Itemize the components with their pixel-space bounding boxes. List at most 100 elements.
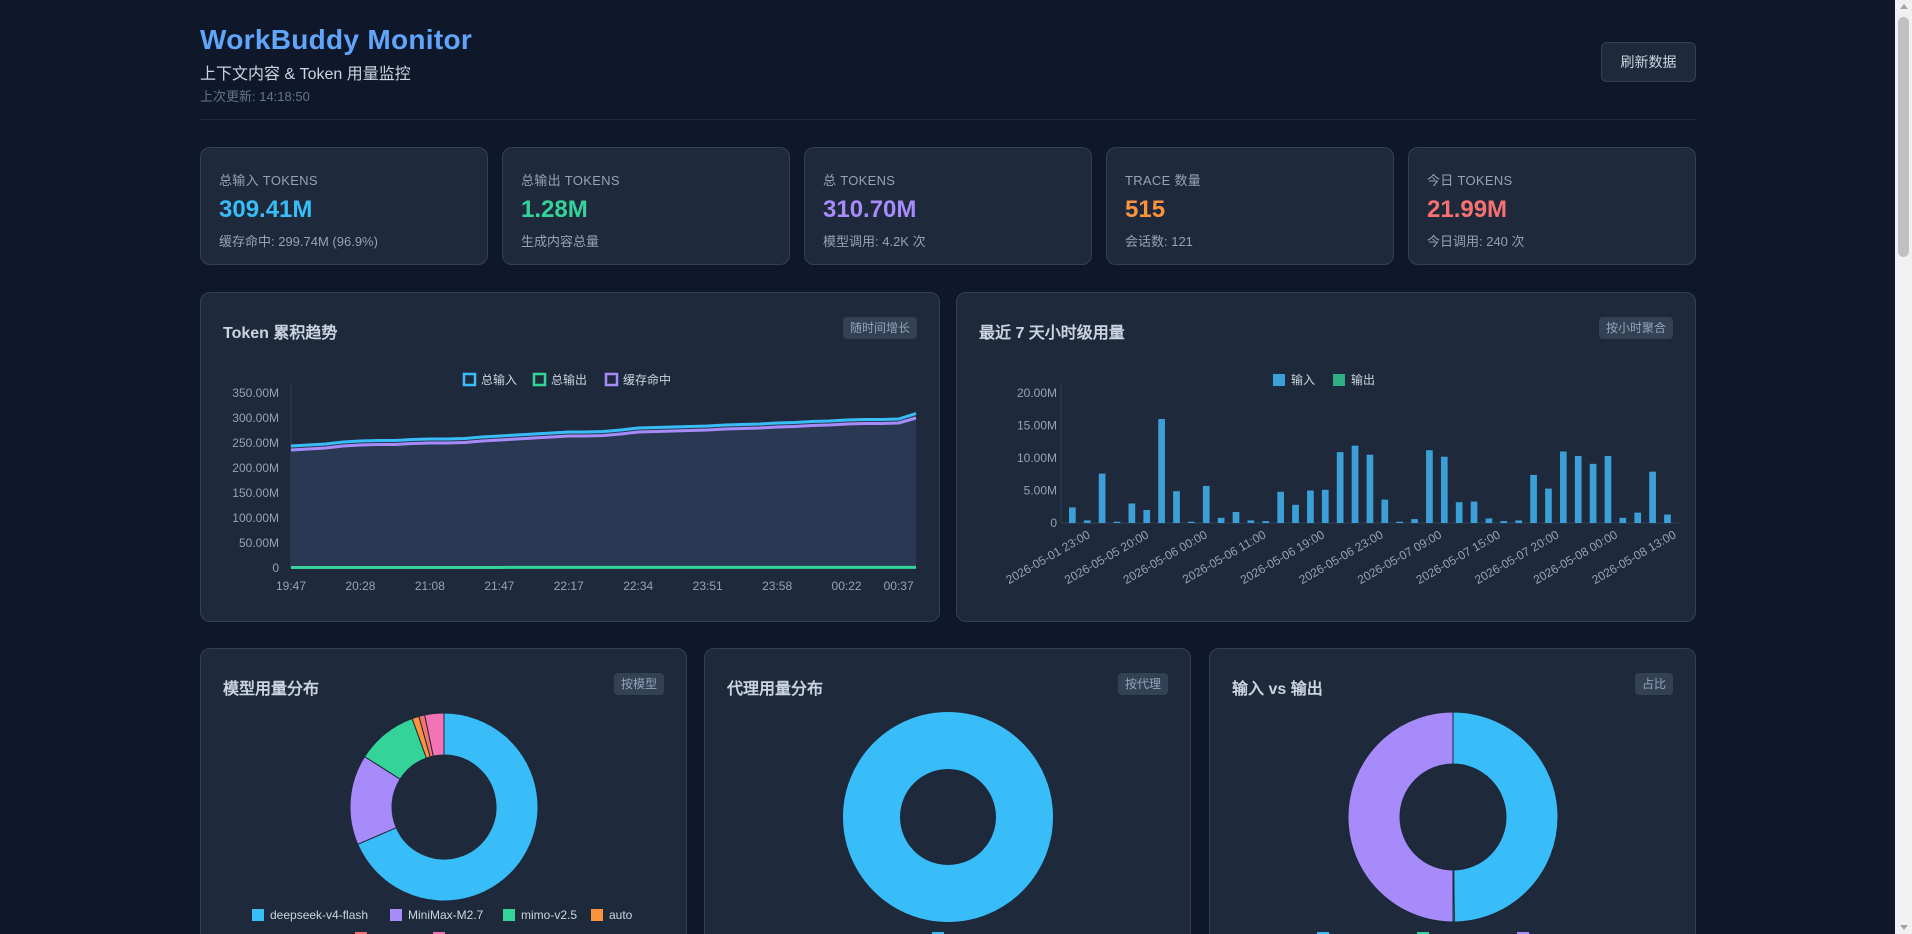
- input-output-chart: [1317, 711, 1559, 934]
- bar-input: [1321, 489, 1329, 523]
- legend-swatch: [591, 909, 603, 921]
- scroll-up-arrow-icon[interactable]: [1900, 4, 1908, 9]
- card-label: TRACE 数量: [1125, 173, 1202, 188]
- legend-label: 总输出: [551, 372, 587, 387]
- bar-input: [1366, 454, 1374, 523]
- x-tick-label: 21:08: [415, 579, 445, 593]
- x-tick-label: 22:34: [623, 579, 653, 593]
- x-tick-label: 21:47: [484, 579, 514, 593]
- stat-cards: 总输入 TOKENS 309.41M 缓存命中: 299.74M (96.9%)…: [200, 147, 1696, 265]
- hourly-usage-panel: 最近 7 天小时级用量 按小时聚合 输入 输出 20.00M 15.00M 10.00M…: [956, 292, 1696, 622]
- bar-input: [1664, 514, 1671, 523]
- page-scrollbar[interactable]: [1895, 0, 1912, 934]
- bar-input: [1530, 474, 1537, 523]
- x-tick-label: 00:22: [832, 579, 862, 593]
- y-tick-label: 300.00M: [232, 411, 279, 425]
- model-usage-chart: deepseek-v4-flash MiniMax-M2.7 mimo-v2.5 au…: [252, 712, 633, 934]
- bar-input: [1411, 519, 1418, 523]
- bar-input: [1559, 451, 1567, 523]
- card-value: 310.70M: [823, 196, 917, 223]
- legend-label: 输入: [1291, 372, 1315, 387]
- agent-usage-chart: [843, 712, 1053, 934]
- y-tick-label: 200.00M: [232, 461, 279, 475]
- bar-input: [1440, 456, 1448, 523]
- legend-swatch: [604, 372, 619, 387]
- stat-card-total-output: 总输出 TOKENS 1.28M 生成内容总量: [502, 147, 790, 265]
- stat-card-total-tokens: 总 TOKENS 310.70M 模型调用: 4.2K 次: [804, 147, 1092, 265]
- card-value: 1.28M: [521, 196, 588, 223]
- agent-usage-panel: 代理用量分布 按代理: [704, 648, 1191, 934]
- y-tick-label: 250.00M: [232, 436, 279, 450]
- series-line-cache: [290, 416, 917, 452]
- panel-tag: 随时间增长: [842, 317, 917, 339]
- donut-slice: [357, 712, 539, 902]
- y-tick-label: 0: [272, 561, 279, 575]
- stat-card-trace-count: TRACE 数量 515 会话数: 121: [1106, 147, 1394, 265]
- stat-card-total-input: 总输入 TOKENS 309.41M 缓存命中: 299.74M (96.9%): [200, 147, 488, 265]
- x-tick-label: 23:51: [693, 579, 723, 593]
- donut-slice: [1452, 711, 1559, 923]
- dashboard-page: WorkBuddy Monitor 上下文内容 & Token 用量监控 上次更…: [200, 0, 1696, 934]
- bar-input: [1232, 511, 1240, 523]
- donut-slice: [1347, 711, 1454, 923]
- panel-title: 最近 7 天小时级用量: [979, 325, 1125, 342]
- x-tick-label: 19:47: [276, 579, 306, 593]
- legend-label: 输出: [1351, 372, 1375, 387]
- token-trend-panel: Token 累积趋势 随时间增长 总输入 总输出 缓存命中 350.00M 300.00…: [200, 292, 940, 622]
- bar-input: [1292, 504, 1299, 523]
- legend-swatch: [1273, 374, 1285, 386]
- legend-swatch: [462, 372, 477, 387]
- bar-input: [1217, 517, 1225, 523]
- token-trend-chart: 总输入 总输出 缓存命中 350.00M 300.00M 250.00M 200.00M 15…: [232, 372, 917, 593]
- scroll-thumb[interactable]: [1898, 17, 1909, 257]
- bar-input: [1426, 450, 1433, 523]
- bar-input: [1589, 463, 1597, 523]
- bar-input: [1485, 518, 1493, 523]
- card-sub: 模型调用: 4.2K 次: [823, 234, 926, 249]
- x-tick-label: 23:58: [762, 579, 792, 593]
- last-update-text: 上次更新: 14:18:50: [200, 89, 310, 104]
- bar-input: [1634, 512, 1642, 523]
- bar-input: [1188, 521, 1195, 523]
- legend-swatch: [433, 932, 445, 934]
- card-label: 总输入 TOKENS: [219, 173, 318, 188]
- legend-label: deepseek-v4-flash: [270, 908, 368, 922]
- legend-swatch: [1317, 932, 1329, 934]
- scroll-down-arrow-icon[interactable]: [1900, 925, 1908, 930]
- bar-input: [1515, 520, 1523, 523]
- legend-swatch: [532, 372, 547, 387]
- series-line-input: [290, 412, 917, 448]
- bar-input: [1619, 517, 1627, 523]
- y-tick-label: 350.00M: [232, 386, 279, 400]
- bar-input: [1069, 507, 1076, 523]
- bar-input: [1277, 491, 1284, 523]
- bar-input: [1158, 419, 1165, 523]
- card-label: 今日 TOKENS: [1427, 173, 1513, 188]
- bar-input: [1500, 521, 1508, 523]
- panel-title: 输入 vs 输出: [1232, 681, 1323, 698]
- legend-label: 缓存命中: [623, 372, 671, 387]
- legend-swatch: [1517, 932, 1529, 934]
- donut-slice: [424, 712, 445, 757]
- bar-input: [1604, 456, 1612, 523]
- refresh-button[interactable]: 刷新数据: [1601, 42, 1696, 82]
- y-tick-label: 0: [1050, 516, 1057, 530]
- bar-input: [1649, 471, 1656, 523]
- bar-input: [1574, 456, 1582, 523]
- card-value: 21.99M: [1427, 196, 1508, 223]
- legend-label: MiniMax-M2.7: [408, 908, 484, 922]
- bar-input: [1396, 521, 1404, 523]
- app-title: WorkBuddy Monitor: [200, 24, 473, 55]
- input-area: [291, 413, 916, 568]
- legend-swatch: [1417, 932, 1429, 934]
- bar-input: [1545, 488, 1552, 523]
- y-tick-label: 5.00M: [1024, 484, 1057, 498]
- card-sub: 会话数: 121: [1125, 234, 1193, 249]
- bar-input: [1202, 485, 1210, 523]
- x-tick-label: 22:17: [554, 579, 584, 593]
- bar-input: [1143, 510, 1151, 523]
- card-value: 515: [1125, 196, 1166, 223]
- card-sub: 生成内容总量: [521, 234, 600, 249]
- card-label: 总 TOKENS: [823, 173, 896, 188]
- bar-input: [1351, 445, 1359, 523]
